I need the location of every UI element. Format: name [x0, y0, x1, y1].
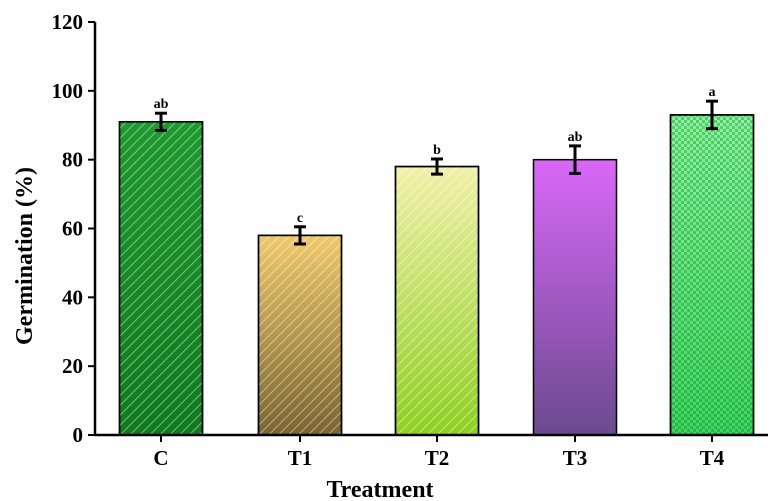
plot-area: ab Cc T1 b T2 ab T3 a T4 0 20 40 60 80 100 120 — [52, 10, 768, 470]
y-tick-label: 40 — [62, 285, 83, 309]
error-bar-t2 — [431, 157, 443, 176]
error-bar-t1 — [294, 225, 306, 246]
error-bar-t3 — [569, 144, 581, 175]
x-tick-label-t4: T4 — [700, 446, 725, 470]
bar-pattern-t2 — [394, 165, 480, 436]
significance-label-t4: a — [709, 85, 716, 100]
x-axis-title: Treatment — [326, 477, 433, 501]
x-tick-label-t2: T2 — [425, 446, 450, 470]
y-tick-label: 60 — [62, 217, 83, 241]
y-tick-label: 100 — [52, 79, 84, 103]
error-bar-c — [155, 111, 167, 132]
x-tick-label-t3: T3 — [563, 446, 588, 470]
y-tick-label: 120 — [52, 10, 84, 34]
bar-pattern-t1 — [257, 234, 343, 436]
significance-label-t3: ab — [568, 130, 583, 145]
bar-t3 — [532, 158, 618, 436]
y-tick-label: 20 — [62, 354, 83, 378]
y-tick-label: 0 — [73, 423, 84, 447]
bar-pattern-c — [118, 121, 204, 436]
y-tick-label: 80 — [62, 148, 83, 172]
error-bar-t4 — [706, 99, 718, 131]
y-axis-title: Germination (%) — [12, 167, 38, 345]
x-tick-label-c: C — [153, 446, 168, 470]
bar-pattern-t4 — [669, 114, 755, 436]
x-tick-label-t1: T1 — [288, 446, 313, 470]
significance-label-c: ab — [154, 97, 169, 112]
significance-label-t1: c — [297, 211, 303, 226]
significance-label-t2: b — [433, 143, 441, 158]
